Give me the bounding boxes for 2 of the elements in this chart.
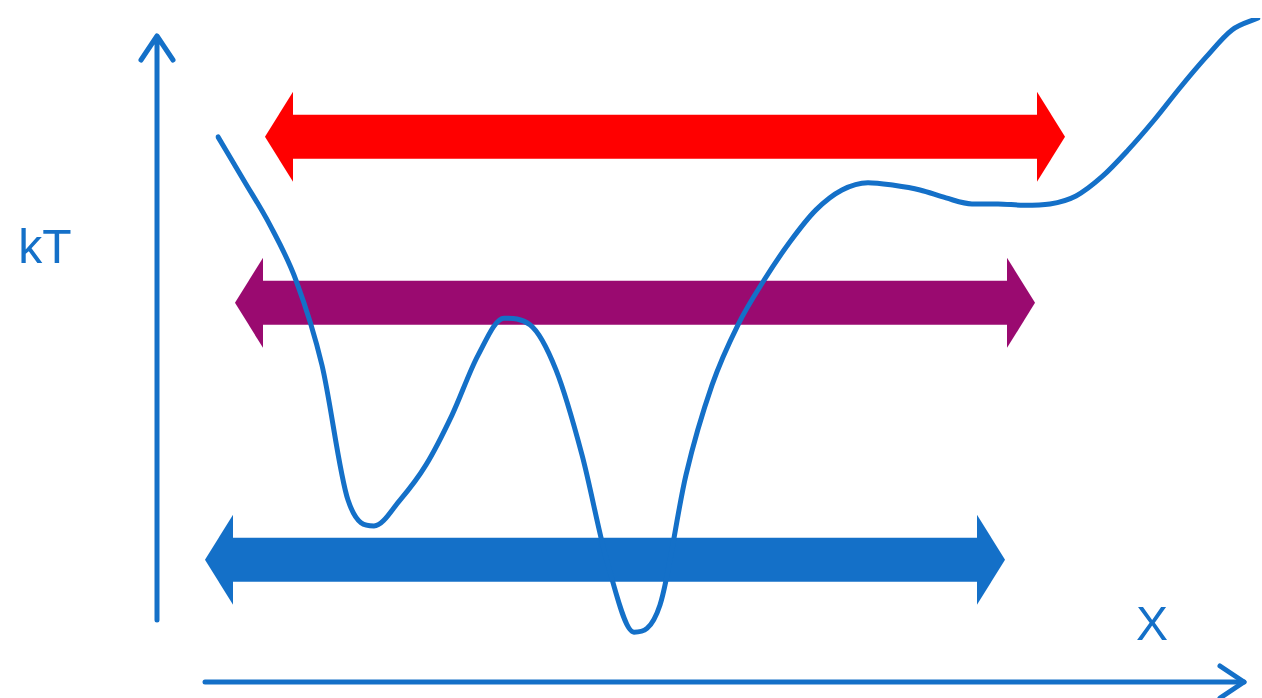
x-axis-title: X	[1135, 597, 1169, 651]
y-axis-title: kT	[18, 220, 72, 274]
